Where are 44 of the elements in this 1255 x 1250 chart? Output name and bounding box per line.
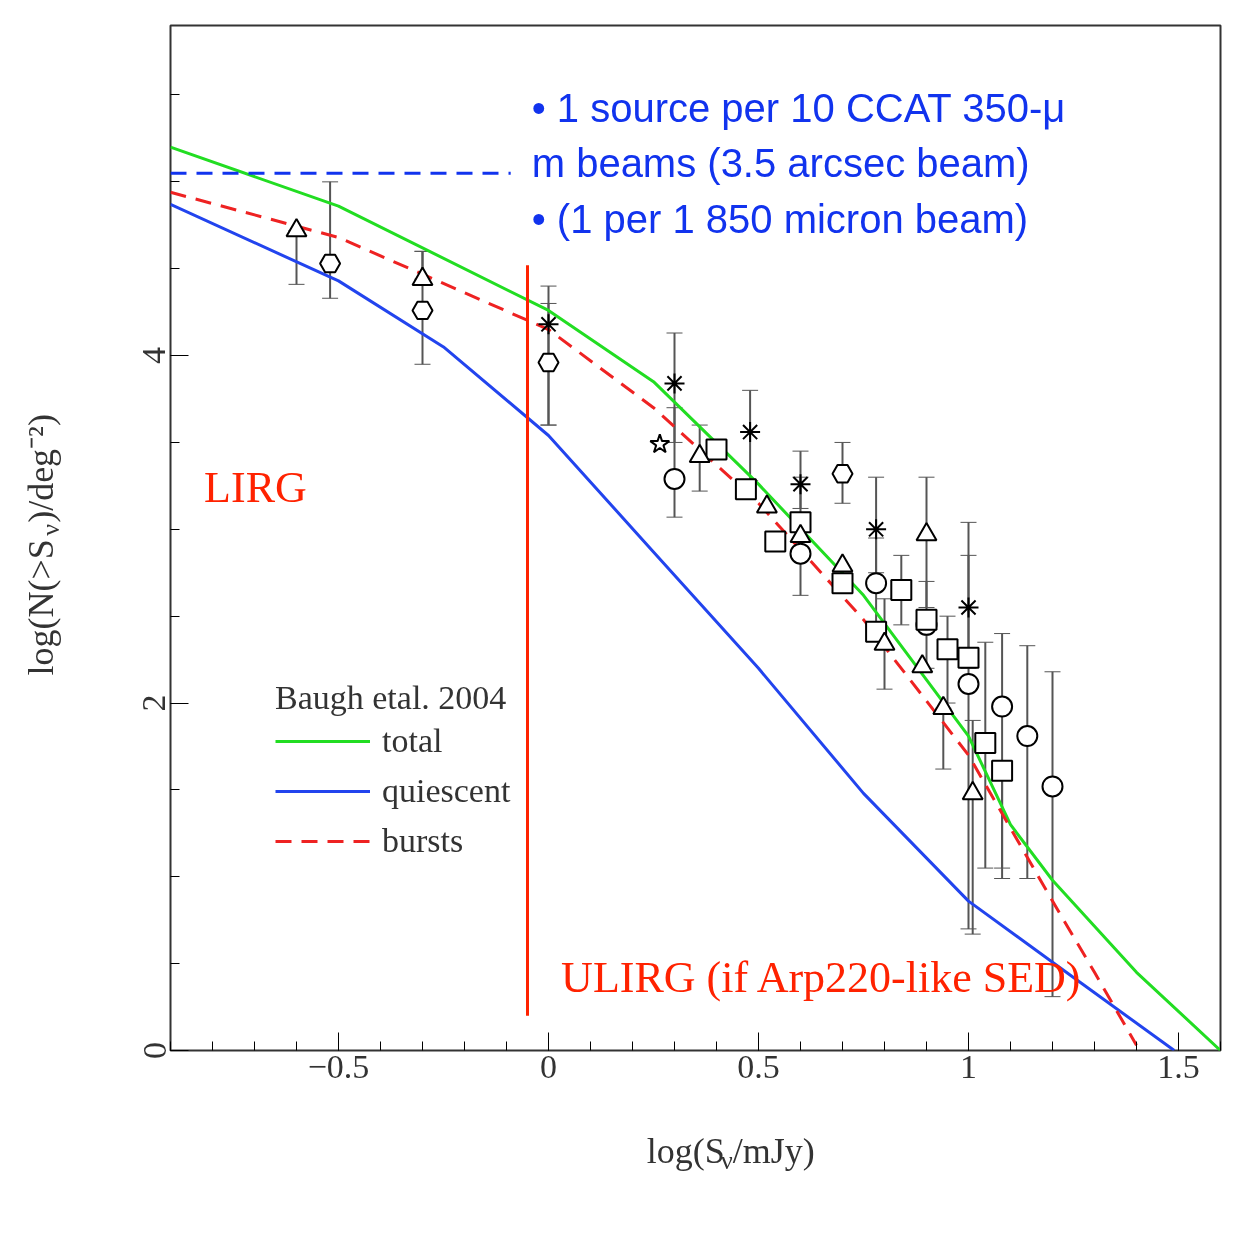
annotation: m beams (3.5 arcsec beam)	[531, 141, 1030, 186]
point	[915, 608, 938, 631]
point	[734, 478, 757, 501]
point	[537, 313, 560, 336]
point	[957, 672, 980, 695]
legend-label: bursts	[382, 822, 464, 860]
point	[789, 473, 812, 496]
point	[764, 530, 787, 553]
y-tick-label: 4	[135, 347, 173, 365]
point	[739, 421, 762, 444]
point	[831, 572, 854, 595]
y-axis-title: log(N(>Sν)/deg⁻²)	[20, 414, 65, 676]
legend-label: quiescent	[382, 772, 511, 810]
point	[663, 467, 686, 490]
x-tick-label: 1.5	[1157, 1047, 1200, 1085]
point	[319, 253, 342, 274]
point	[974, 732, 997, 754]
annotation: LIRG	[204, 462, 307, 512]
annotation: • 1 source per 10 CCAT 350-μ	[531, 85, 1066, 130]
x-tick-label: 0	[540, 1047, 557, 1085]
x-tick-label: 1	[960, 1047, 977, 1085]
y-tick-label: 2	[135, 694, 173, 712]
x-tick-label: 0.5	[737, 1047, 780, 1085]
x-tick-label: −0.5	[307, 1047, 370, 1085]
annotation: • (1 per 1 850 micron beam)	[531, 196, 1029, 241]
point	[865, 518, 888, 541]
legend-title: Baugh etal. 2004	[275, 679, 508, 717]
legend-label: total	[382, 722, 443, 760]
point	[991, 695, 1014, 718]
point	[705, 438, 728, 461]
point	[789, 542, 812, 565]
point	[537, 352, 560, 373]
point	[649, 433, 671, 454]
point	[991, 759, 1014, 782]
point	[865, 572, 888, 595]
point	[411, 300, 434, 321]
point	[1041, 775, 1064, 798]
point	[957, 596, 980, 619]
point	[890, 579, 913, 602]
point	[1016, 725, 1039, 748]
point	[936, 638, 959, 661]
point	[957, 646, 980, 669]
point	[663, 372, 686, 395]
point	[831, 464, 854, 484]
